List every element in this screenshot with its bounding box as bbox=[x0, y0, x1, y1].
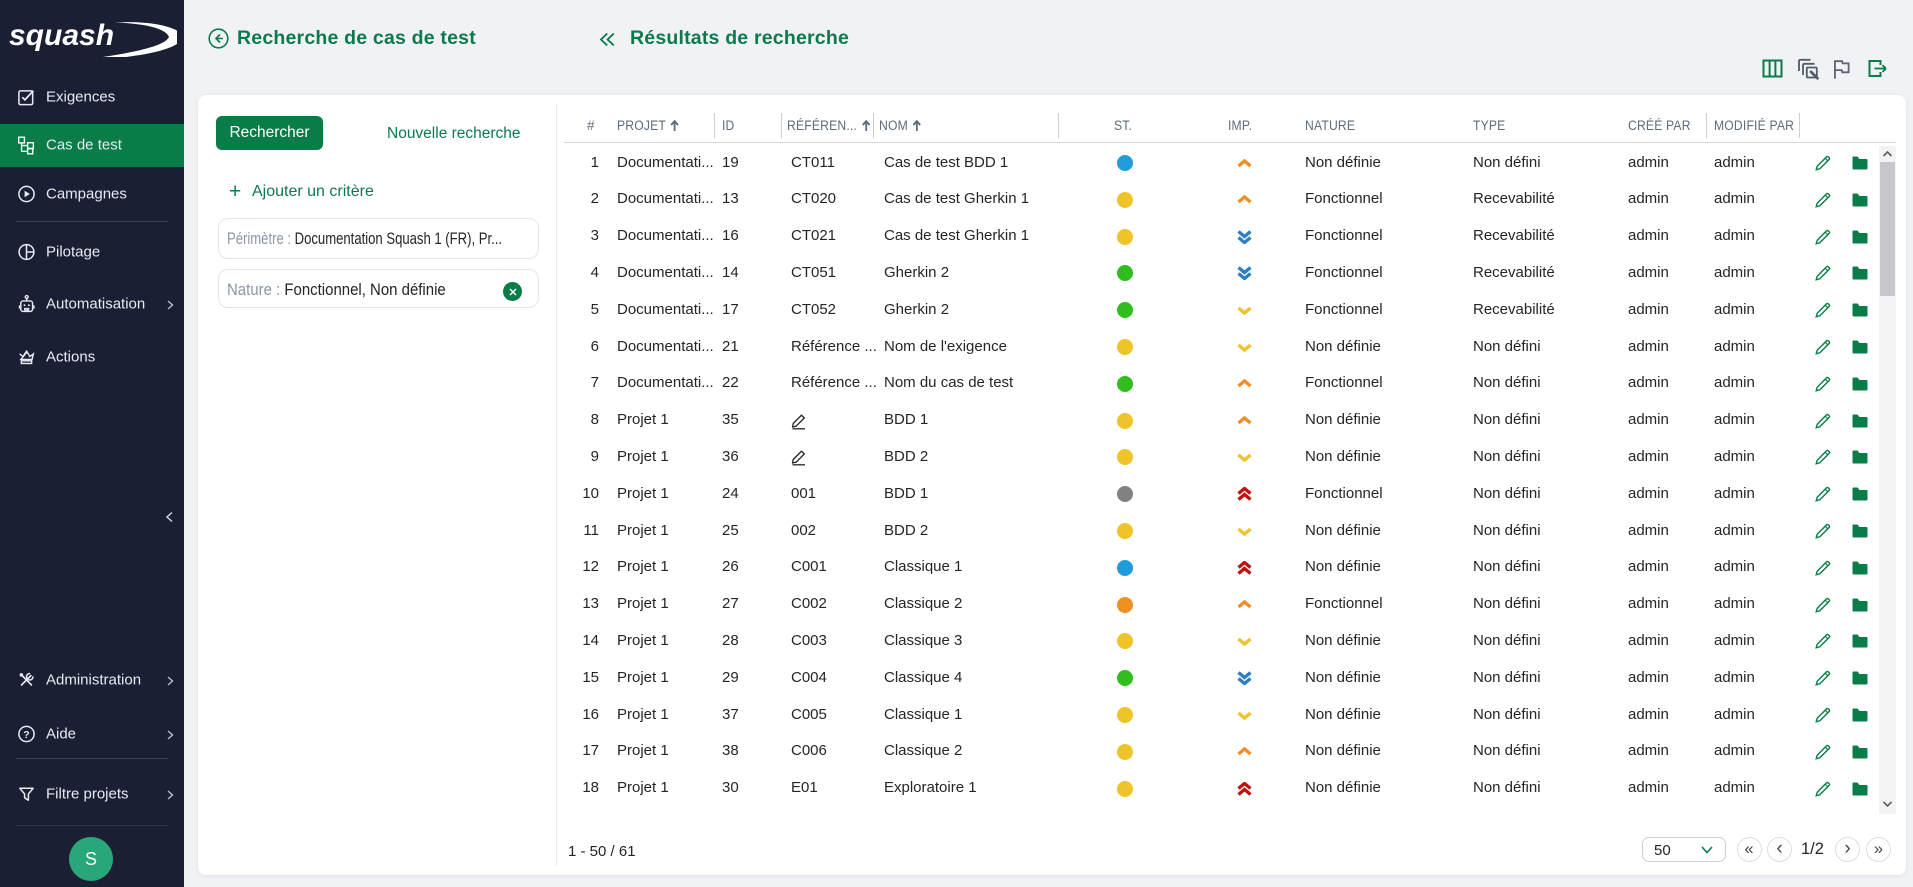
svg-text:?: ? bbox=[23, 730, 29, 741]
svg-text:squash: squash bbox=[9, 19, 114, 52]
